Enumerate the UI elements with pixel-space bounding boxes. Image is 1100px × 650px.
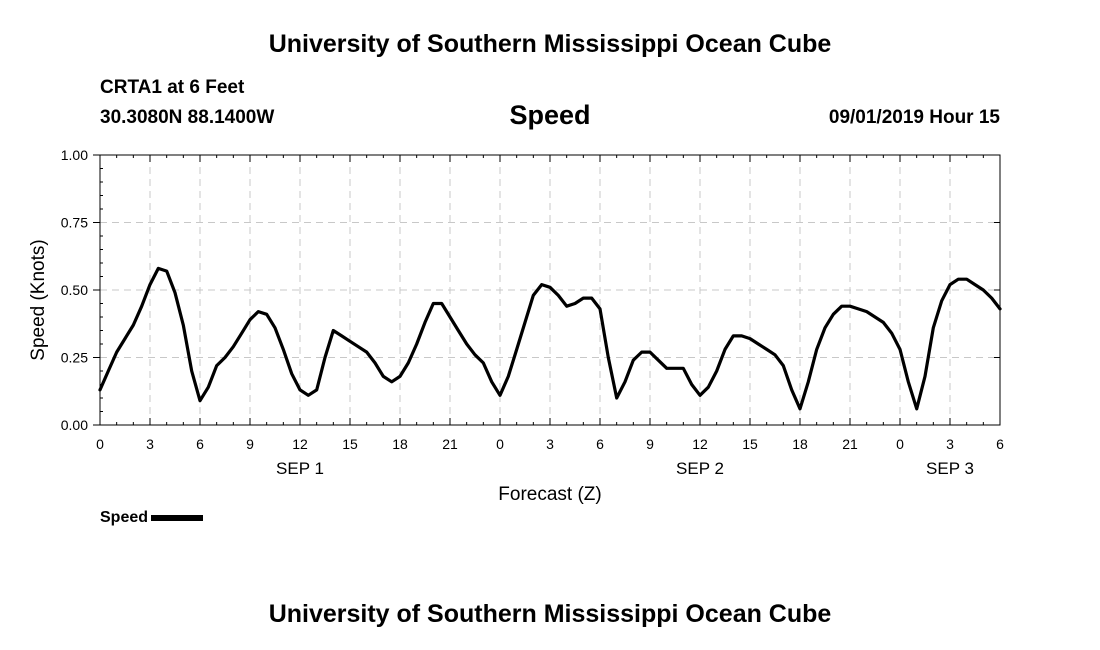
x-tick-label: 21 bbox=[442, 436, 458, 452]
x-tick-label: 12 bbox=[692, 436, 708, 452]
y-axis-title: Speed (Knots) bbox=[28, 239, 49, 360]
date-label: SEP 3 bbox=[926, 459, 974, 478]
y-tick-label: 0.00 bbox=[61, 417, 88, 433]
x-tick-label: 21 bbox=[842, 436, 858, 452]
x-tick-label: 6 bbox=[196, 436, 204, 452]
x-tick-label: 3 bbox=[946, 436, 954, 452]
legend-label: Speed bbox=[100, 509, 149, 526]
legend: Speed bbox=[100, 509, 204, 527]
x-tick-label: 9 bbox=[646, 436, 654, 452]
x-tick-label: 15 bbox=[342, 436, 358, 452]
chart-title-bottom: University of Southern Mississippi Ocean… bbox=[268, 600, 832, 628]
x-tick-label: 15 bbox=[742, 436, 758, 452]
legend-line-swatch bbox=[151, 515, 204, 521]
speed-series-line bbox=[98, 266, 1002, 411]
x-tick-label: 18 bbox=[792, 436, 808, 452]
x-axis-title: Forecast (Z) bbox=[498, 484, 601, 505]
date-label: SEP 2 bbox=[676, 459, 724, 478]
y-tick-label: 0.75 bbox=[61, 215, 88, 231]
x-tick-label: 6 bbox=[996, 436, 1004, 452]
x-tick-label: 12 bbox=[292, 436, 308, 452]
x-tick-label: 3 bbox=[546, 436, 554, 452]
x-tick-label: 0 bbox=[496, 436, 504, 452]
chart-title-top: University of Southern Mississippi Ocean… bbox=[268, 30, 832, 58]
x-tick-label: 0 bbox=[96, 436, 104, 452]
x-tick-label: 3 bbox=[146, 436, 154, 452]
y-tick-label: 0.50 bbox=[61, 282, 88, 298]
date-label: SEP 1 bbox=[276, 459, 324, 478]
variable-title: Speed bbox=[509, 100, 591, 130]
station-name: CRTA1 at 6 Feet bbox=[100, 77, 245, 98]
x-tick-label: 0 bbox=[896, 436, 904, 452]
y-tick-label: 1.00 bbox=[61, 147, 88, 163]
x-tick-label: 9 bbox=[246, 436, 254, 452]
y-tick-label: 0.25 bbox=[61, 350, 88, 366]
x-tick-label: 18 bbox=[392, 436, 408, 452]
forecast-datetime: 09/01/2019 Hour 15 bbox=[828, 107, 1000, 128]
station-coordinates: 30.3080N 88.1400W bbox=[100, 107, 275, 128]
x-tick-label: 6 bbox=[596, 436, 604, 452]
